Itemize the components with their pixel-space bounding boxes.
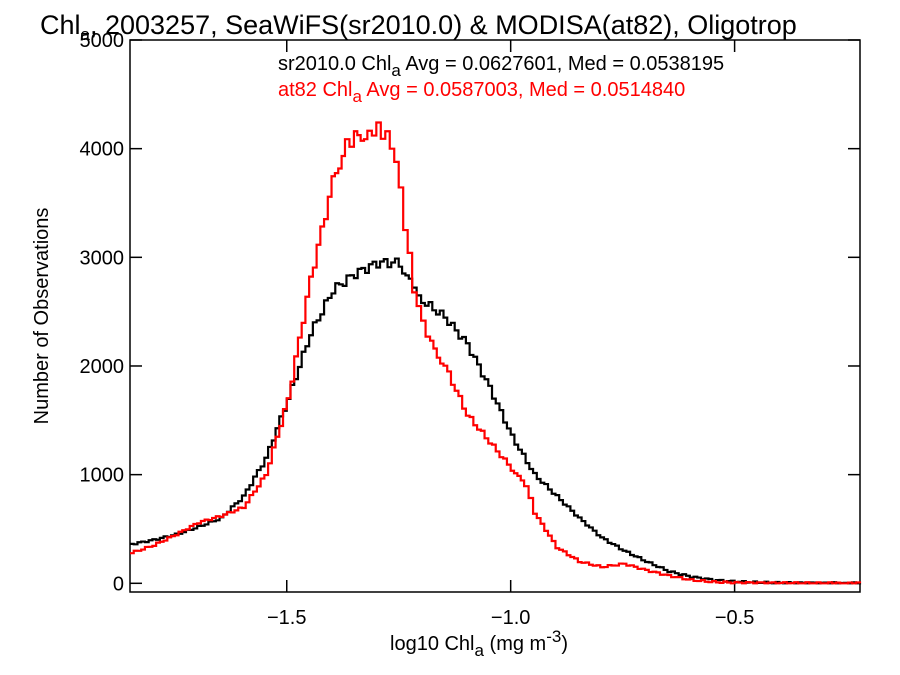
legend-entry-at82: at82 Chla Avg = 0.0587003, Med = 0.05148… [278,79,685,106]
plot-frame [129,39,861,593]
series-line-at82 [130,121,862,585]
y-tick-label-2: 2000 [80,356,125,378]
x-tick-label-0: −1.5 [267,607,306,629]
x-tick-label-2: −0.5 [715,607,754,629]
y-axis-label: Number of Observations [31,208,53,425]
legend-entry-sr2010: sr2010.0 Chla Avg = 0.0627601, Med = 0.0… [278,53,724,80]
y-tick-label-0: 0 [113,573,124,595]
x-axis-label: log10 Chla (mg m-3) [390,627,568,660]
series-line-sr2010.0 [130,257,862,585]
y-tick-label-4: 4000 [80,139,125,161]
y-tick-label-5: 5000 [80,30,125,52]
y-axis-ticks: 0 1000 2000 3000 4000 5000 [80,30,860,595]
x-axis-ticks: −1.5 −1.0 −0.5 [267,40,754,629]
series-layer [130,121,862,585]
y-tick-label-3: 3000 [80,247,125,269]
y-tick-label-1: 1000 [80,465,125,487]
x-tick-label-1: −1.0 [491,607,530,629]
chart-title: Chla, 2003257, SeaWiFS(sr2010.0) & MODIS… [40,10,797,44]
